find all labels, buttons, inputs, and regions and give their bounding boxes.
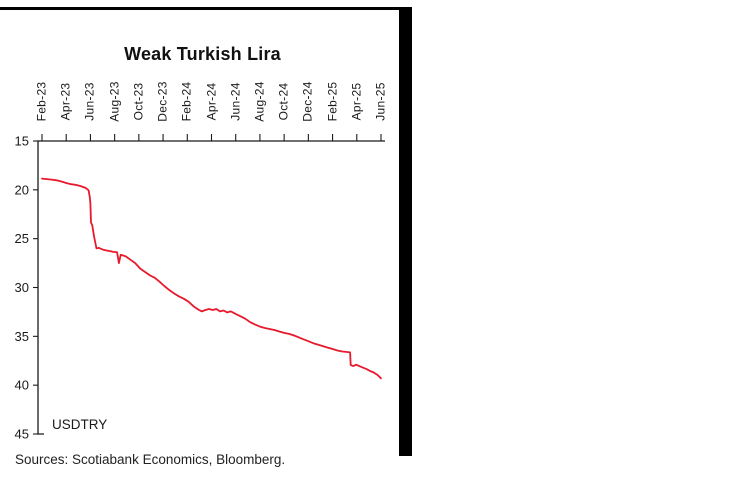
y-tick-label: 35 (15, 329, 29, 344)
sources-note: Sources: Scotiabank Economics, Bloomberg… (15, 452, 286, 467)
top-border-bar (0, 7, 400, 10)
chart-title: Weak Turkish Lira (124, 44, 281, 64)
y-tick-label: 30 (15, 280, 29, 295)
y-tick-label: 20 (15, 182, 29, 197)
series-label-usdtry: USDTRY (52, 417, 108, 432)
right-border-bar (399, 7, 412, 456)
y-tick-label: 40 (15, 378, 29, 393)
y-tick-label: 45 (15, 427, 29, 442)
axes (37, 140, 385, 435)
series-line-usdtry (41, 177, 382, 380)
plot-svg: 15 20 25 30 35 40 45 (15, 134, 385, 442)
y-tick-label: 15 (15, 134, 29, 149)
y-tick-label: 25 (15, 231, 29, 246)
